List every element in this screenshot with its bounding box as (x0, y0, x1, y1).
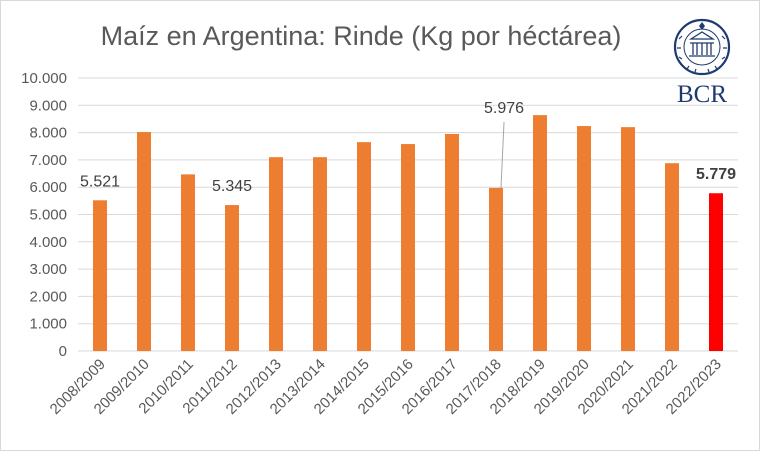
y-tick-label: 5.000 (29, 207, 67, 224)
bar (621, 127, 635, 351)
bar (137, 132, 151, 351)
y-tick-label: 9.000 (29, 97, 67, 114)
data-label-leader-line (500, 121, 505, 188)
bcr-logo-text: BCR (677, 81, 727, 108)
bar (445, 133, 459, 351)
bar (533, 115, 547, 352)
y-tick-label: 2.000 (29, 288, 67, 305)
y-tick-label: 8.000 (29, 125, 67, 142)
y-tick-label: 1.000 (29, 316, 67, 333)
bar (489, 187, 503, 351)
y-tick-label: 10.000 (21, 70, 67, 87)
y-tick-label: 7.000 (29, 152, 67, 169)
bar (313, 157, 327, 351)
bar (709, 193, 723, 351)
bar (401, 144, 415, 351)
data-label: 5.521 (80, 173, 120, 190)
bar (577, 126, 591, 351)
bar (665, 163, 679, 351)
bcr-seal-icon (673, 18, 731, 76)
bar (181, 174, 195, 351)
bcr-logo: BCR (673, 18, 731, 108)
y-tick-label: 4.000 (29, 234, 67, 251)
bar (225, 205, 239, 351)
bar (269, 157, 283, 351)
y-tick-label: 6.000 (29, 179, 67, 196)
bar (357, 142, 371, 351)
data-label: 5.976 (484, 100, 524, 117)
y-tick-label: 3.000 (29, 261, 67, 278)
data-label: 5.779 (696, 166, 736, 183)
y-tick-label: 0 (59, 343, 67, 360)
chart-title: Maíz en Argentina: Rinde (Kg por héctáre… (100, 21, 622, 51)
data-label: 5.345 (212, 178, 252, 195)
bar (93, 200, 107, 351)
